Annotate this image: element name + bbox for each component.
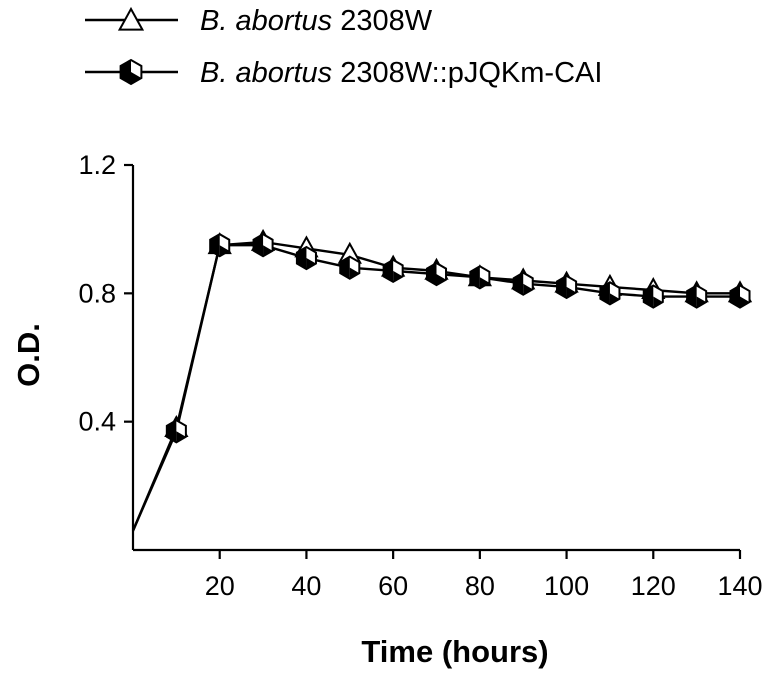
hexagon-point bbox=[686, 284, 708, 309]
series-layer bbox=[131, 228, 753, 532]
x-tick-label: 80 bbox=[465, 571, 495, 601]
y-tick-label: 0.8 bbox=[78, 278, 116, 308]
hexagon-point bbox=[339, 255, 361, 280]
hexagon-point bbox=[729, 284, 751, 309]
y-axis-title: O.D. bbox=[11, 323, 46, 387]
x-tick-label: 120 bbox=[631, 571, 676, 601]
triangle-point bbox=[117, 6, 145, 31]
y-tick-label: 0.4 bbox=[78, 407, 116, 437]
y-ticks: 0.4 0.8 1.2 bbox=[78, 150, 133, 437]
legend-label: B. abortus 2308W bbox=[200, 5, 433, 37]
hexagon-point bbox=[642, 284, 664, 309]
series-markers-1 bbox=[164, 228, 753, 438]
x-axis-title: Time (hours) bbox=[361, 634, 548, 669]
x-tick-label: 100 bbox=[544, 571, 589, 601]
hexagon-point bbox=[119, 58, 143, 86]
legend-label: B. abortus 2308W::pJQKm-CAI bbox=[200, 57, 602, 89]
hexagon-point bbox=[209, 233, 231, 258]
x-tick-label: 40 bbox=[291, 571, 321, 601]
hexagon-point bbox=[295, 245, 317, 271]
legend-item-1: B. abortus 2308W bbox=[85, 5, 433, 37]
hexagon-point bbox=[556, 274, 578, 300]
hexagon-point bbox=[599, 281, 621, 306]
series-markers-2 bbox=[165, 233, 751, 444]
hexagon-point bbox=[165, 419, 187, 444]
hexagon-point bbox=[425, 261, 448, 287]
hexagon-point bbox=[252, 233, 274, 258]
x-tick-label: 20 bbox=[205, 571, 235, 601]
legend-item-2: B. abortus 2308W::pJQKm-CAI bbox=[85, 57, 602, 89]
y-tick-label: 1.2 bbox=[78, 150, 116, 180]
x-ticks: 20 40 60 80 100 120 140 bbox=[205, 550, 763, 601]
hexagon-point bbox=[382, 258, 404, 284]
x-tick-label: 60 bbox=[378, 571, 408, 601]
axes bbox=[131, 165, 740, 552]
hexagon-point bbox=[512, 271, 534, 296]
hexagon-point bbox=[469, 265, 491, 290]
x-tick-label: 140 bbox=[717, 571, 762, 601]
